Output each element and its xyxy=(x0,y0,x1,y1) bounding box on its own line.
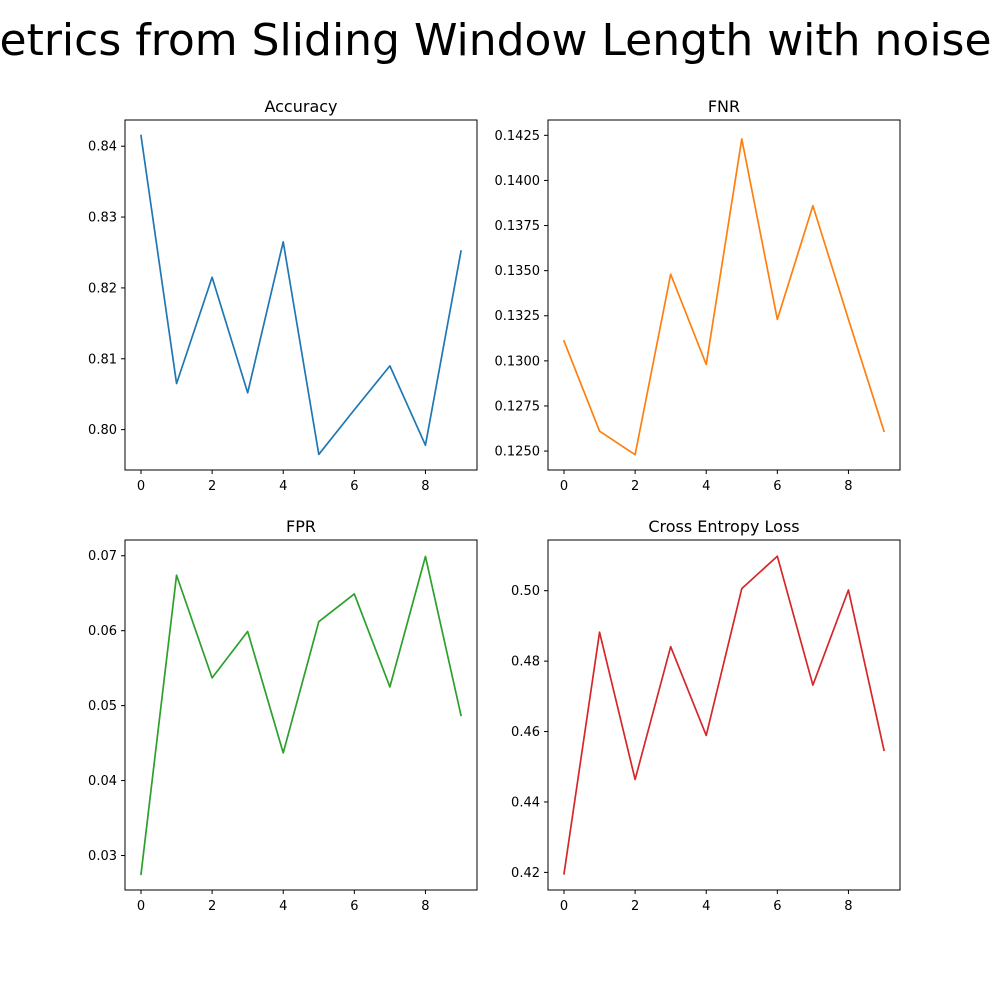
y-tick-label: 0.07 xyxy=(88,549,117,564)
series-line xyxy=(563,555,886,875)
subplot-0: Accuracy 0 2 4 6 8 0.80 0.81 0.82 0.83 0.84 xyxy=(88,97,478,494)
subplot-title: FPR xyxy=(286,517,316,536)
y-tick-label: 0.48 xyxy=(511,655,540,670)
y-tick-label: 0.1275 xyxy=(495,399,541,414)
x-tick-label: 0 xyxy=(137,899,145,914)
y-tick-label: 0.81 xyxy=(88,352,117,367)
y-tick-label: 0.82 xyxy=(88,281,117,296)
y-tick-label: 0.1300 xyxy=(495,354,541,369)
subplot-1: FNR 0 2 4 6 8 0.1250 0.1275 0.1300 0.1325 0.1350 0.… xyxy=(495,97,901,494)
y-tick-label: 0.44 xyxy=(511,795,540,810)
x-tick-label: 6 xyxy=(773,479,781,494)
y-tick-label: 0.84 xyxy=(88,140,117,155)
x-tick-label: 0 xyxy=(560,479,568,494)
axes-frame xyxy=(124,119,478,471)
axes-frame xyxy=(547,539,901,891)
x-tick-label: 2 xyxy=(208,479,216,494)
subplot-3: Cross Entropy Loss 0 2 4 6 8 0.42 0.44 0.46 0.48 0… xyxy=(511,517,901,914)
x-tick-label: 2 xyxy=(631,479,639,494)
series-line xyxy=(140,134,462,456)
subplot-2: FPR 0 2 4 6 8 0.03 0.04 0.05 0.06 0.07 xyxy=(88,517,478,914)
y-tick-label: 0.05 xyxy=(88,699,117,714)
x-tick-label: 8 xyxy=(421,479,429,494)
subplot-title: Cross Entropy Loss xyxy=(648,517,799,536)
x-tick-label: 4 xyxy=(279,899,287,914)
y-tick-label: 0.1375 xyxy=(495,219,541,234)
series-line xyxy=(140,555,463,876)
y-tick-label: 0.06 xyxy=(88,624,117,639)
x-tick-label: 0 xyxy=(137,479,145,494)
x-tick-label: 8 xyxy=(844,899,852,914)
axes-frame xyxy=(124,539,478,891)
x-tick-label: 2 xyxy=(208,899,216,914)
x-tick-label: 0 xyxy=(560,899,568,914)
y-tick-label: 0.04 xyxy=(88,774,117,789)
x-tick-label: 6 xyxy=(773,899,781,914)
x-tick-label: 6 xyxy=(350,479,358,494)
y-tick-label: 0.1425 xyxy=(495,129,541,144)
series-line xyxy=(562,138,886,456)
x-tick-label: 2 xyxy=(631,899,639,914)
x-tick-label: 8 xyxy=(844,479,852,494)
y-tick-label: 0.1325 xyxy=(495,309,541,324)
axes-frame xyxy=(547,119,901,471)
x-tick-label: 8 xyxy=(421,899,429,914)
y-tick-label: 0.42 xyxy=(511,866,540,881)
y-tick-label: 0.50 xyxy=(511,584,540,599)
y-tick-label: 0.03 xyxy=(88,849,117,864)
y-tick-label: 0.1400 xyxy=(495,174,541,189)
subplot-title: Accuracy xyxy=(264,97,337,116)
x-tick-label: 4 xyxy=(702,479,710,494)
y-tick-label: 0.1250 xyxy=(495,445,541,460)
y-tick-label: 0.80 xyxy=(88,423,117,438)
x-tick-label: 4 xyxy=(279,479,287,494)
figure-suptitle: Metrics from Sliding Window Length with … xyxy=(0,15,1000,66)
subplots: Accuracy 0 2 4 6 8 0.80 0.81 0.82 0.83 0.84 FNR 0 2 4 6… xyxy=(88,97,901,914)
y-tick-label: 0.83 xyxy=(88,211,117,226)
subplot-title: FNR xyxy=(708,97,740,116)
x-tick-label: 6 xyxy=(350,899,358,914)
x-tick-label: 4 xyxy=(702,899,710,914)
y-tick-label: 0.46 xyxy=(511,725,540,740)
y-tick-label: 0.1350 xyxy=(495,264,541,279)
